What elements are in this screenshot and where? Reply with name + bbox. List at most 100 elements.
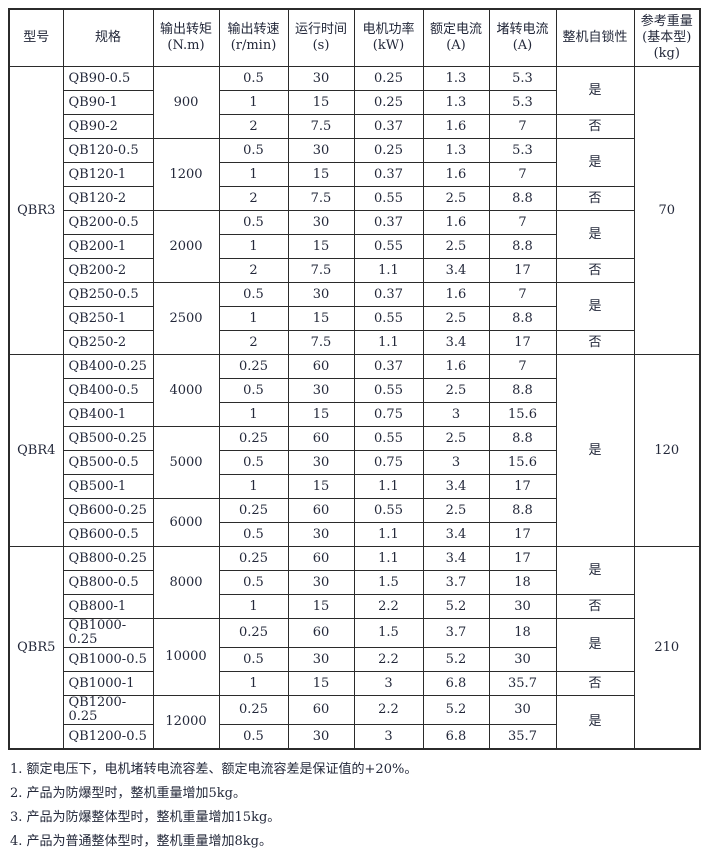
value-cell: 1200 — [152, 138, 220, 211]
column-header: 型号 — [8, 8, 64, 67]
value-cell: 0.25 — [218, 426, 289, 451]
spec-cell: QB400-1 — [62, 402, 154, 427]
value-cell: 5000 — [152, 426, 220, 499]
value-cell: 1 — [218, 402, 289, 427]
value-cell: 6.8 — [422, 724, 490, 750]
value-cell: 1.5 — [353, 570, 424, 595]
value-cell: 0.25 — [218, 546, 289, 571]
model-cell: QBR5 — [8, 546, 64, 750]
value-cell: 2.5 — [422, 426, 490, 451]
spec-cell: QB500-0.25 — [62, 426, 154, 451]
value-cell: 0.5 — [218, 378, 289, 403]
value-cell: 60 — [287, 426, 355, 451]
value-cell: 0.55 — [353, 498, 424, 523]
value-cell: 0.5 — [218, 210, 289, 235]
value-cell: 0.5 — [218, 450, 289, 475]
value-cell: 2 — [218, 186, 289, 211]
value-cell: 8000 — [152, 546, 220, 619]
value-cell: 是 — [555, 138, 635, 187]
value-cell: 0.5 — [218, 647, 289, 672]
value-cell: 30 — [287, 210, 355, 235]
value-cell: 0.55 — [353, 378, 424, 403]
spec-table: 型号 规格 输出转矩 (N.m) 输出转速 (r/min) 运行时间 (s) 电机功率 (… — [8, 8, 701, 750]
spec-cell: QB250-2 — [62, 330, 154, 355]
value-cell: 30 — [287, 66, 355, 91]
value-cell: 17 — [488, 546, 557, 571]
weight-cell: 70 — [633, 66, 701, 355]
footnote: 1. 额定电压下，电机堵转电流容差、额定电流容差是保证值的+20%。 — [10, 762, 418, 777]
value-cell: 4000 — [152, 354, 220, 427]
value-cell: 5.2 — [422, 594, 490, 619]
table-row: QB250-0.5 2500 0.5 30 0.37 1.6 7 是 — [9, 282, 700, 355]
value-cell: 8.8 — [488, 378, 557, 403]
footnote: 4. 产品为普通整体型时，整机重量增加8kg。 — [10, 834, 273, 849]
value-cell: 60 — [287, 354, 355, 379]
model-cell: QBR3 — [8, 66, 64, 355]
value-cell: 30 — [488, 647, 557, 672]
spec-cell: QB200-0.5 — [62, 210, 154, 235]
value-cell: 7.5 — [287, 258, 355, 283]
model-cell: QBR4 — [8, 354, 64, 547]
table-row: QBR5 QB800-0.25 8000 0.25 60 1.1 3.4 17 是 210 — [8, 546, 701, 750]
value-cell: 30 — [287, 570, 355, 595]
footnotes: 1. 额定电压下，电机堵转电流容差、额定电流容差是保证值的+20%。 2. 产品… — [8, 758, 699, 854]
value-cell: 是 — [555, 66, 635, 115]
value-cell: 3.4 — [422, 474, 490, 499]
column-header: 电机功率 (kW) — [353, 8, 424, 67]
value-cell: 3 — [353, 671, 424, 696]
table-row: QB120-0.5 1200 0.5 30 0.25 1.3 5.3 是 — [9, 138, 700, 211]
spec-cell: QB600-0.25 — [62, 498, 154, 523]
value-cell: 1 — [218, 671, 289, 696]
value-cell: 30 — [287, 522, 355, 547]
value-cell: 15 — [287, 474, 355, 499]
value-cell: 12000 — [152, 695, 220, 750]
value-cell: 2000 — [152, 210, 220, 283]
value-cell: 60 — [287, 695, 355, 725]
spec-cell: QB200-2 — [62, 258, 154, 283]
table-row: QB1000-1 1 15 3 6.8 35.7 否 — [9, 671, 700, 696]
value-cell: 1.6 — [422, 210, 490, 235]
value-cell: 2.5 — [422, 234, 490, 259]
value-cell: 0.5 — [218, 66, 289, 91]
value-cell: 是 — [555, 695, 635, 750]
value-cell: 3 — [422, 450, 490, 475]
value-cell: 17 — [488, 258, 557, 283]
value-cell: 10000 — [152, 618, 220, 696]
value-cell: 3.7 — [422, 618, 490, 648]
footnote: 3. 产品为防爆整体型时，整机重量增加15kg。 — [10, 810, 281, 825]
value-cell: 0.5 — [218, 522, 289, 547]
value-cell: 0.5 — [218, 570, 289, 595]
value-cell: 18 — [488, 618, 557, 648]
column-header: 运行时间 (s) — [287, 8, 355, 67]
value-cell: 3.4 — [422, 330, 490, 355]
table-row: QB400-1 1 15 0.75 3 15.6 — [9, 402, 700, 427]
value-cell: 15 — [287, 162, 355, 187]
value-cell: 否 — [555, 258, 635, 283]
column-header: 整机自锁性 — [555, 8, 635, 67]
value-cell: 3.7 — [422, 570, 490, 595]
table-row: QB200-2 2 7.5 1.1 3.4 17 否 — [9, 258, 700, 283]
value-cell: 8.8 — [488, 186, 557, 211]
spec-cell: QB800-0.5 — [62, 570, 154, 595]
spec-cell: QB500-1 — [62, 474, 154, 499]
value-cell: 1.3 — [422, 66, 490, 91]
value-cell: 0.25 — [218, 354, 289, 379]
value-cell: 15 — [287, 234, 355, 259]
table-row: QBR4 QB400-0.25 4000 0.25 60 0.37 1.6 7 是 120 — [8, 354, 701, 547]
value-cell: 15 — [287, 671, 355, 696]
value-cell: 否 — [555, 114, 635, 139]
value-cell: 1.6 — [422, 114, 490, 139]
value-cell: 6.8 — [422, 671, 490, 696]
value-cell: 1.3 — [422, 90, 490, 115]
spec-cell: QB1200-0.25 — [62, 695, 154, 725]
header-row: 型号 规格 输出转矩 (N.m) 输出转速 (r/min) 运行时间 (s) 电机功率 (… — [8, 8, 701, 67]
table-row: QB600-0.5 0.5 30 1.1 3.4 17 — [9, 522, 700, 547]
value-cell: 1.1 — [353, 546, 424, 571]
value-cell: 1.6 — [422, 282, 490, 307]
spec-cell: QB90-2 — [62, 114, 154, 139]
value-cell: 17 — [488, 474, 557, 499]
value-cell: 0.25 — [218, 695, 289, 725]
value-cell: 15 — [287, 306, 355, 331]
value-cell: 2.5 — [422, 306, 490, 331]
